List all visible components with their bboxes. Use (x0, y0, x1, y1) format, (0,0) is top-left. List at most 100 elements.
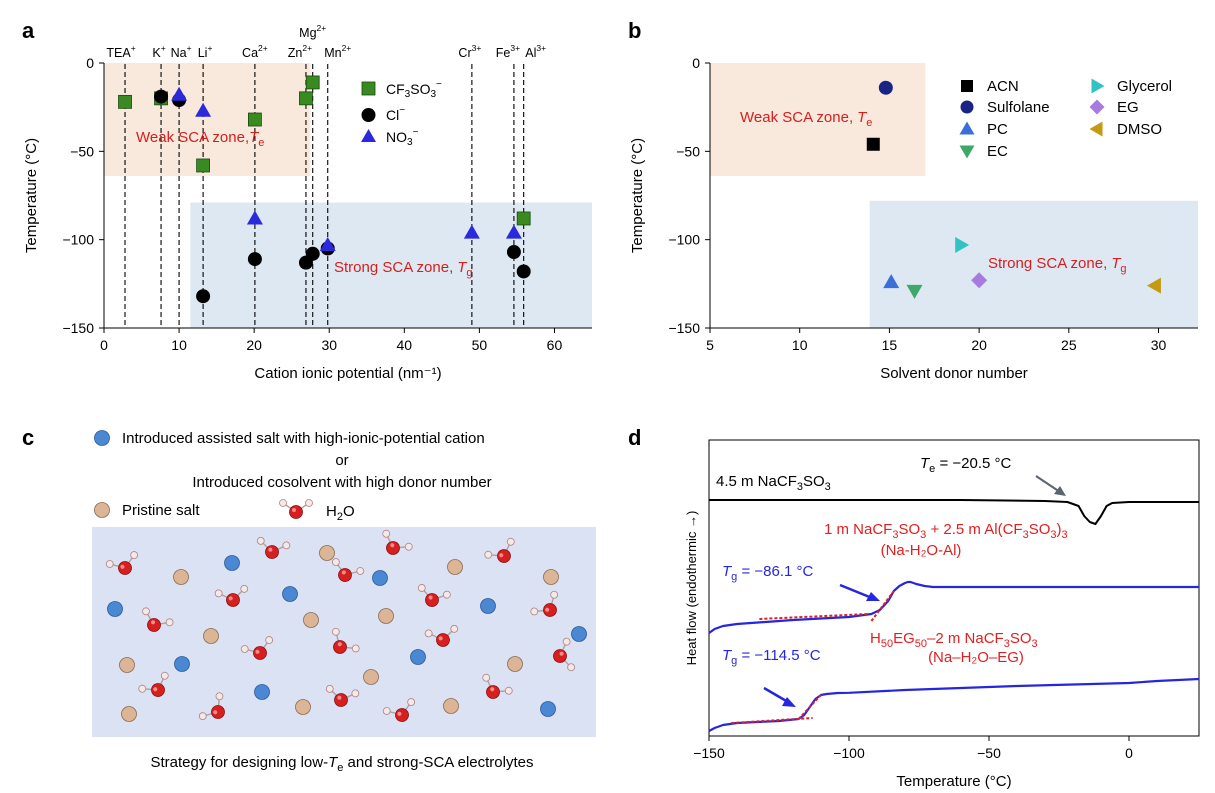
pristine-salt-ion (543, 569, 559, 585)
point-triangle (195, 102, 212, 117)
legend-marker-acn (961, 80, 973, 92)
pristine-salt-legend-icon (94, 502, 110, 518)
tg2-label: Tg = −114.5 °C (722, 647, 821, 667)
cation-label-na: Na+ (171, 43, 192, 60)
point-acn (866, 137, 880, 151)
water-molecule (382, 698, 416, 722)
hydrogen-atom (130, 551, 139, 559)
panel-c-line3: Introduced cosolvent with high donor num… (192, 474, 491, 491)
hydrogen-atom (450, 624, 459, 633)
legend-label-no3: NO3− (386, 127, 419, 148)
legend-marker-no3 (361, 129, 376, 142)
oxygen-highlight (213, 710, 218, 715)
oxygen-atom (253, 646, 267, 660)
oxygen-atom (147, 618, 161, 632)
hydrogen-atom (142, 607, 150, 616)
x-tick-label: 10 (171, 337, 187, 353)
hydrogen-atom (214, 589, 223, 598)
point-square (118, 94, 132, 109)
legend-marker-sulfolane (960, 100, 974, 114)
hydrogen-atom (382, 707, 391, 715)
legend-marker-cf3so3 (361, 81, 376, 96)
oxygen-highlight (337, 642, 342, 647)
water-molecule (484, 537, 515, 563)
point-circle (305, 246, 320, 261)
hydrogen-atom (482, 673, 491, 682)
x-tick-label: 20 (971, 337, 987, 353)
assisted-salt-ion (224, 555, 240, 571)
oxygen-highlight (390, 543, 395, 548)
oxygen-highlight (337, 695, 342, 700)
legend-label-glycerol: Glycerol (1117, 78, 1172, 95)
tg2-step-tangent (797, 694, 822, 720)
point-triangle (319, 236, 336, 251)
oxygen-highlight (153, 687, 158, 692)
data-points-b (866, 80, 1161, 299)
oxygen-highlight (268, 547, 273, 552)
hydrogen-atom (265, 636, 274, 644)
point-square (248, 112, 262, 127)
hydrogen-atom (567, 663, 576, 672)
point-circle (196, 289, 211, 304)
water-label: H2O (326, 503, 355, 523)
y-axis-label: Heat flow (endothermic →) (684, 511, 699, 666)
x-tick-label: 60 (547, 337, 563, 353)
pristine-salt-ion (119, 657, 135, 673)
axes-b: 5 10 15 20 25 30 0 −50 −100 −150 Solvent donor num… (629, 55, 1198, 382)
dsc-curve-2 (708, 677, 1200, 732)
legend-label-sulfolane: Sulfolane (987, 99, 1050, 116)
assisted-salt-ion (480, 598, 496, 614)
panel-label-b: b (628, 18, 641, 43)
x-tick-label: 20 (246, 337, 262, 353)
panel-c: c Introduced assisted salt with high-ion… (22, 425, 596, 774)
strong-sca-zone-b (869, 200, 1198, 328)
tg2-arrow-head (782, 697, 796, 707)
water-molecule (424, 624, 459, 647)
pristine-salt-ion (507, 656, 523, 672)
hydrogen-atom (282, 541, 291, 550)
cation-label-k: K+ (152, 43, 165, 60)
assisted-salt-ion (174, 656, 190, 672)
oxygen-atom (486, 685, 500, 699)
x-tick-label: 50 (472, 337, 488, 353)
water-molecule (256, 536, 291, 559)
hydrogen-atom (356, 567, 365, 575)
x-tick-label: 30 (321, 337, 337, 353)
y-tick-label: 0 (86, 55, 94, 71)
y-axis-label: Temperature (°C) (629, 138, 646, 253)
axes-d: −150 −100 −50 0 Temperature (°C) Heat flow (e… (684, 439, 1200, 790)
oxygen-highlight (228, 596, 233, 601)
oxygen-highlight (490, 687, 495, 692)
point-triangle (505, 224, 522, 239)
panel-c-caption: Strategy for designing low-Te and strong… (151, 754, 534, 774)
te-arrow-head (1054, 486, 1066, 496)
pristine-salt-ion (121, 706, 137, 722)
point-circle (506, 245, 521, 260)
hydrogen-atom (562, 637, 571, 646)
dsc-curve-0 (709, 499, 1199, 525)
point-triangle (171, 86, 188, 101)
cation-label-zn: Zn2+ (288, 43, 312, 60)
hydrogen-atom (407, 698, 416, 706)
point-pc (883, 274, 900, 289)
cation-label-mn: Mn2+ (324, 43, 351, 60)
hydrogen-atom (404, 542, 413, 551)
assisted-salt-ion (410, 649, 426, 665)
x-tick-label: −100 (833, 745, 865, 761)
dsc-curve-1 (708, 580, 1199, 634)
x-tick-label: 5 (706, 337, 714, 353)
assisted-salt-ion (254, 684, 270, 700)
legend-b: ACN Sulfolane PC EC Glycerol EG DMSO (959, 78, 1172, 160)
legend-label-pc: PC (987, 121, 1008, 138)
x-axis-label: Cation ionic potential (nm⁻¹) (254, 365, 441, 382)
x-tick-label: −50 (977, 745, 1001, 761)
dsc-label-eg-line2: (Na–H₂O–EG) (928, 649, 1024, 666)
dsc-label-al-line1: 1 m NaCF3SO3 + 2.5 m Al(CF3SO3)3 (824, 521, 1068, 541)
hydrogen-atom (417, 584, 426, 592)
panel-a: a TEA+ K+ Na+ Li+ Ca2+ Zn2+ Mg2+ Mn2+ Cr3+ Fe3+ Al… (22, 18, 593, 382)
hydrogen-atom (424, 629, 433, 638)
dsc-curves (708, 499, 1200, 732)
point-square (516, 211, 531, 226)
oxygen-highlight (428, 595, 433, 600)
cation-label-li: Li+ (198, 43, 213, 60)
